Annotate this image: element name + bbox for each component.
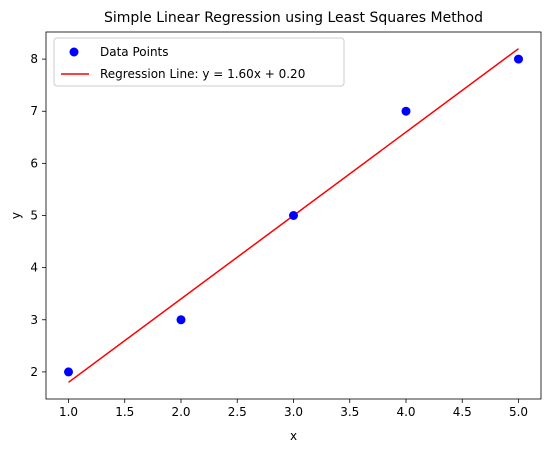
x-tick-label: 4.0 <box>396 405 415 419</box>
data-point <box>514 54 523 64</box>
chart-title: Simple Linear Regression using Least Squ… <box>104 10 483 26</box>
x-axis-ticks: 1.0 1.5 2.0 2.5 3.0 3.5 4.0 4.5 5.0 <box>59 399 528 419</box>
y-tick-label: 6 <box>30 156 38 170</box>
x-tick-label: 2.5 <box>228 405 247 419</box>
legend-box <box>53 37 345 87</box>
y-tick-label: 8 <box>30 52 38 66</box>
y-tick-label: 4 <box>30 261 38 275</box>
x-axis-label: x <box>290 429 297 443</box>
y-tick-label: 5 <box>30 209 38 223</box>
y-axis-label: y <box>9 212 23 219</box>
x-tick-label: 1.0 <box>59 405 78 419</box>
data-point <box>64 367 73 377</box>
x-tick-label: 3.5 <box>340 405 359 419</box>
x-tick-label: 5.0 <box>509 405 528 419</box>
y-axis-ticks: 2 3 4 5 6 7 8 <box>30 52 46 379</box>
legend-label: Data Points <box>100 45 169 59</box>
legend-marker <box>69 47 79 57</box>
data-point <box>176 315 186 325</box>
y-tick-label: 7 <box>30 104 38 118</box>
legend: Data Points Regression Line: y = 1.60x + … <box>53 37 345 87</box>
y-tick-label: 2 <box>30 365 38 379</box>
y-tick-label: 3 <box>30 313 38 327</box>
x-tick-label: 1.5 <box>115 405 134 419</box>
data-point <box>401 106 411 116</box>
legend-label: Regression Line: y = 1.60x + 0.20 <box>100 67 305 81</box>
x-tick-label: 3.0 <box>284 405 303 419</box>
x-tick-label: 4.5 <box>453 405 472 419</box>
data-point <box>289 211 298 220</box>
x-tick-label: 2.0 <box>171 405 190 419</box>
plot-frame <box>45 31 542 400</box>
series-layer <box>64 48 523 383</box>
